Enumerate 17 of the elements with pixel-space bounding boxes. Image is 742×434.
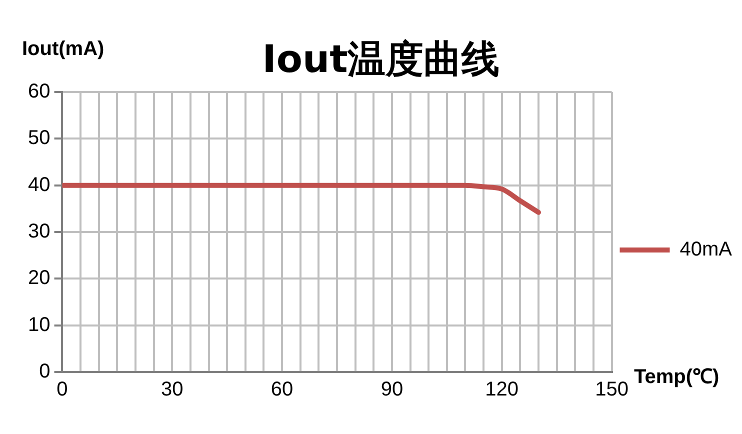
x-tick-label: 90 xyxy=(380,378,404,401)
y-axis-title: Iout(mA) xyxy=(22,38,104,61)
y-tick-label: 20 xyxy=(28,267,50,290)
x-axis-title: Temp(℃) xyxy=(634,365,720,389)
chart-title: Iout温度曲线 xyxy=(262,37,500,81)
x-tick-label: 60 xyxy=(270,378,294,401)
y-tick-label: 40 xyxy=(28,174,50,196)
y-tick-label: 0 xyxy=(39,360,50,383)
x-tick-label: 120 xyxy=(485,378,519,401)
x-tick-label: 150 xyxy=(595,378,628,401)
legend-label: 40mA xyxy=(680,238,733,261)
x-tick-label: 0 xyxy=(56,378,68,401)
y-tick-label: 10 xyxy=(28,314,50,336)
x-tick-label: 30 xyxy=(161,378,184,401)
y-tick-label: 50 xyxy=(28,127,50,150)
y-tick-label: 30 xyxy=(28,220,50,243)
y-tick-label: 60 xyxy=(28,80,50,103)
